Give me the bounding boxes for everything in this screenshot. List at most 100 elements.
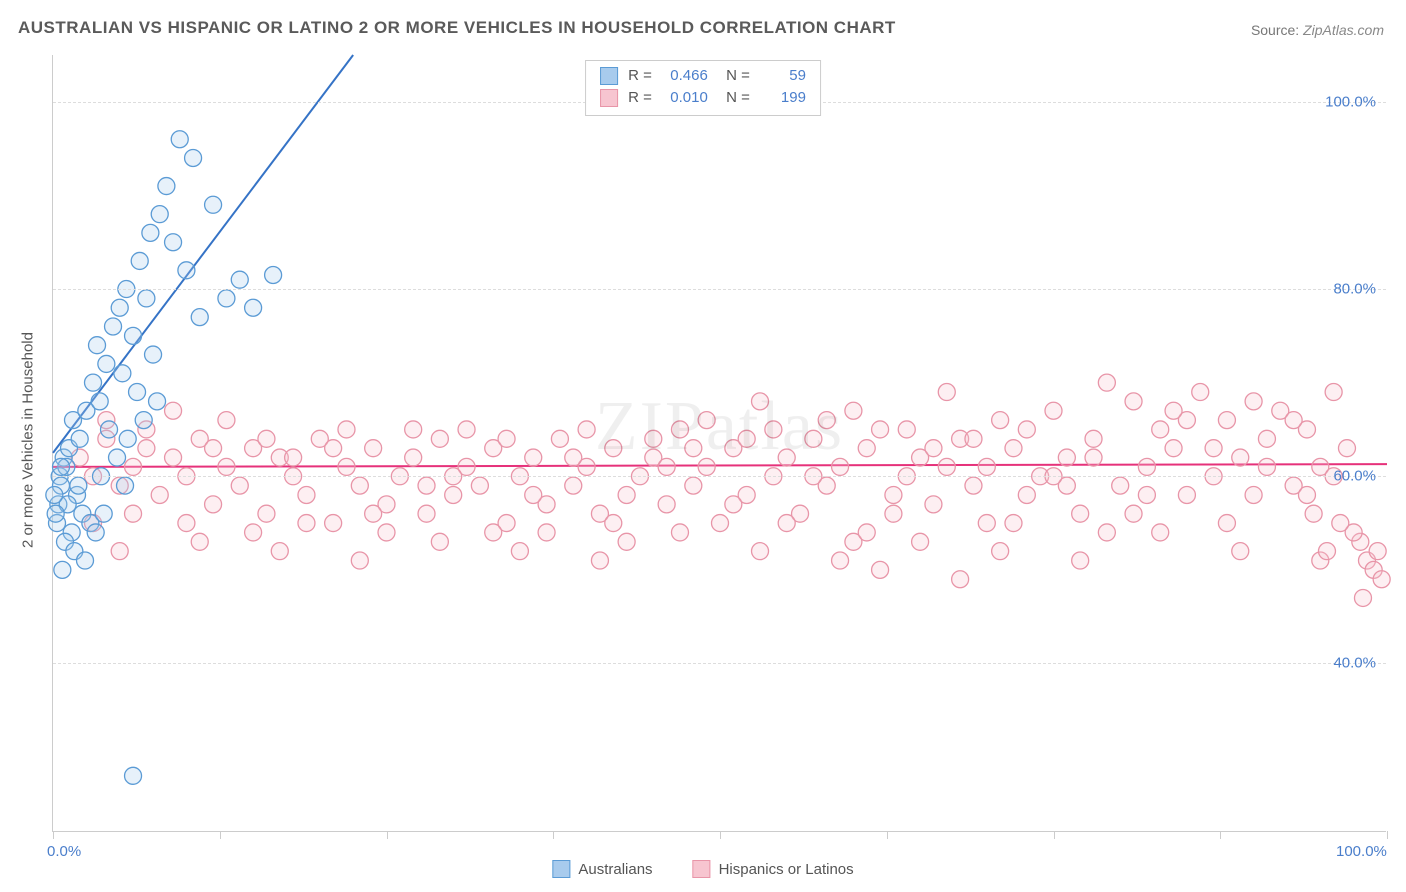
data-point [138, 290, 155, 307]
data-point [778, 449, 795, 466]
data-point [1098, 374, 1115, 391]
data-point [925, 496, 942, 513]
data-point [1285, 412, 1302, 429]
data-point [431, 533, 448, 550]
data-point [101, 421, 118, 438]
legend-swatch [600, 67, 618, 85]
data-point [938, 384, 955, 401]
data-point [298, 515, 315, 532]
data-point [845, 402, 862, 419]
data-point [965, 477, 982, 494]
data-point [1005, 515, 1022, 532]
data-point [231, 477, 248, 494]
data-point [525, 449, 542, 466]
data-point [992, 543, 1009, 560]
data-point [618, 533, 635, 550]
data-point [671, 421, 688, 438]
data-point [151, 206, 168, 223]
data-point [265, 266, 282, 283]
legend-swatch [600, 89, 618, 107]
source-attribution: Source: ZipAtlas.com [1251, 22, 1384, 38]
legend-row: R =0.466 N =59 [600, 65, 806, 87]
legend-item: Hispanics or Latinos [693, 860, 854, 878]
data-point [125, 767, 142, 784]
data-point [142, 224, 159, 241]
data-point [1085, 449, 1102, 466]
data-point [105, 318, 122, 335]
data-point [119, 430, 136, 447]
data-point [938, 458, 955, 475]
data-point [47, 505, 64, 522]
data-point [129, 384, 146, 401]
data-point [109, 449, 126, 466]
data-point [325, 515, 342, 532]
data-point [1325, 384, 1342, 401]
legend-n-value: 59 [760, 65, 806, 87]
legend-label: Hispanics or Latinos [719, 861, 854, 878]
data-point [671, 524, 688, 541]
data-point [698, 458, 715, 475]
data-point [1112, 477, 1129, 494]
legend-label: Australians [578, 861, 652, 878]
data-point [685, 477, 702, 494]
data-point [218, 412, 235, 429]
data-point [125, 327, 142, 344]
data-point [365, 440, 382, 457]
legend-r-label: R = [628, 65, 652, 87]
data-point [658, 496, 675, 513]
data-point [89, 337, 106, 354]
x-tick [887, 831, 888, 839]
gridline [53, 476, 1386, 477]
x-tick [1387, 831, 1388, 839]
data-point [1005, 440, 1022, 457]
data-point [91, 393, 108, 410]
data-point [738, 430, 755, 447]
data-point [1192, 384, 1209, 401]
legend-swatch [693, 860, 711, 878]
data-point [178, 515, 195, 532]
scatter-svg [53, 55, 1387, 832]
data-point [111, 299, 128, 316]
data-point [565, 449, 582, 466]
data-point [1125, 505, 1142, 522]
data-point [218, 458, 235, 475]
data-point [178, 262, 195, 279]
data-point [605, 440, 622, 457]
data-point [245, 299, 262, 316]
data-point [405, 421, 422, 438]
data-point [1258, 430, 1275, 447]
data-point [1165, 402, 1182, 419]
data-point [158, 178, 175, 195]
data-point [578, 421, 595, 438]
data-point [1085, 430, 1102, 447]
legend-row: R =0.010 N =199 [600, 87, 806, 109]
data-point [418, 477, 435, 494]
data-point [1245, 486, 1262, 503]
data-point [149, 393, 166, 410]
data-point [431, 430, 448, 447]
data-point [231, 271, 248, 288]
data-point [551, 430, 568, 447]
data-point [832, 552, 849, 569]
data-point [1232, 449, 1249, 466]
data-point [752, 393, 769, 410]
data-point [1318, 543, 1335, 560]
data-point [992, 412, 1009, 429]
data-point [885, 486, 902, 503]
data-point [471, 477, 488, 494]
data-point [1152, 421, 1169, 438]
data-point [85, 374, 102, 391]
data-point [1018, 421, 1035, 438]
legend-r-value: 0.466 [662, 65, 708, 87]
data-point [752, 543, 769, 560]
data-point [965, 430, 982, 447]
data-point [1305, 505, 1322, 522]
legend-n-label: N = [718, 87, 750, 109]
data-point [712, 515, 729, 532]
y-tick-label: 100.0% [1325, 93, 1376, 110]
data-point [591, 552, 608, 569]
data-point [53, 458, 70, 475]
data-point [485, 524, 502, 541]
data-point [95, 505, 112, 522]
data-point [458, 421, 475, 438]
